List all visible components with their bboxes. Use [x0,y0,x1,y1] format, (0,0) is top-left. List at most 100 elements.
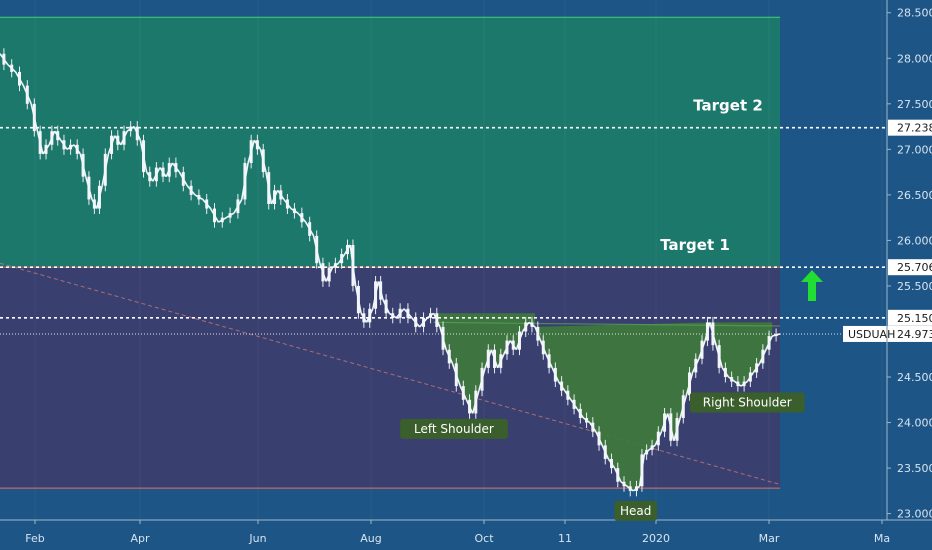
target-label-1: Target 2 [693,97,763,115]
price-candle [761,349,765,364]
y-tick-label: 24.000 [897,417,932,430]
price-candle [213,208,216,223]
price-candle [18,71,21,86]
price-candle [486,349,490,368]
price-candle [75,144,79,154]
price-candle [103,153,107,186]
left-shoulder-pattern-fill [433,313,536,414]
x-tick-label: Aug [360,532,381,545]
x-tick-label: Apr [130,532,150,545]
current-price-label: 24.973 [897,328,932,341]
price-candle [447,349,451,364]
price-candle [267,172,271,204]
price-candle [181,172,185,186]
price-candle [189,185,193,195]
price-candle [597,431,601,446]
price-candle [640,454,644,487]
price-candle [32,103,36,132]
price-candle [480,367,484,391]
y-tick-label: 28.500 [897,7,932,20]
price-candle [422,317,426,327]
price-candle [25,85,29,104]
price-candle [148,172,152,182]
price-candle [87,176,91,200]
price-candle [454,363,458,387]
price-candle [736,381,740,387]
price-candle [717,345,721,368]
price-candle [228,213,232,218]
price-candle [379,281,383,300]
level-label-box-2 [888,309,932,326]
price-candle [10,64,14,72]
level-label-0: 27.238 [897,122,932,135]
price-candle [321,263,325,282]
price-candle [368,308,372,323]
price-candle [742,381,746,387]
level-label-1: 25.706 [897,261,932,274]
price-candle [705,322,709,341]
price-candle [669,413,673,441]
price-candle [236,199,240,214]
price-candle [767,336,771,350]
y-tick-label: 27.500 [897,98,932,111]
up-arrow-icon [801,270,823,301]
price-candle [700,340,704,359]
zone-0 [0,17,780,268]
level-label-box-1 [888,259,932,276]
price-candle [511,340,515,350]
price-candle [499,354,503,368]
price-candle [591,422,595,432]
price-candle [553,367,557,382]
price-candle [723,367,727,378]
price-candle [345,244,349,255]
price-candle [774,333,778,337]
y-tick-label: 23.000 [897,508,932,521]
price-candle [38,131,42,154]
price-candle [645,449,649,455]
price-candle [92,199,96,209]
price-candle [205,199,209,209]
price-candle [279,190,283,200]
price-candle [603,445,607,459]
price-candle [675,418,679,441]
price-candle [362,313,366,323]
price-candle [663,413,667,432]
pattern-label-2: Right Shoulder [703,396,792,410]
price-candle [429,313,433,318]
y-tick-label: 23.500 [897,462,932,475]
price-candle [694,358,698,373]
price-candle [688,372,692,396]
y-tick-label: 25.500 [897,280,932,293]
price-candle [167,163,171,177]
price-candle [161,167,165,177]
y-tick-label: 26.500 [897,189,932,202]
y-tick-label: 24.500 [897,371,932,384]
price-candle [505,340,509,355]
price-candle [97,185,101,209]
price-candle [374,281,378,309]
price-candle [273,190,277,204]
price-candle [81,153,85,177]
price-candle [197,194,201,200]
price-candle [493,349,497,368]
price-candle [69,144,73,150]
price-candle [2,53,6,65]
price-candle [406,308,410,318]
price-candle [610,458,614,469]
price-candle [541,340,545,355]
price-candle [566,390,570,400]
pattern-label-1: Head [620,504,651,518]
price-candle [461,386,465,400]
price-candle [524,322,528,332]
price-candle [560,381,564,391]
target-label-2: Target 1 [660,236,730,254]
head-pattern-fill [535,322,710,491]
price-candle [585,418,589,423]
price-candle [398,308,402,318]
price-candle [315,235,319,264]
price-candle [220,217,224,223]
price-candle [122,131,126,145]
price-candle [650,445,654,450]
price-candle [634,486,638,491]
